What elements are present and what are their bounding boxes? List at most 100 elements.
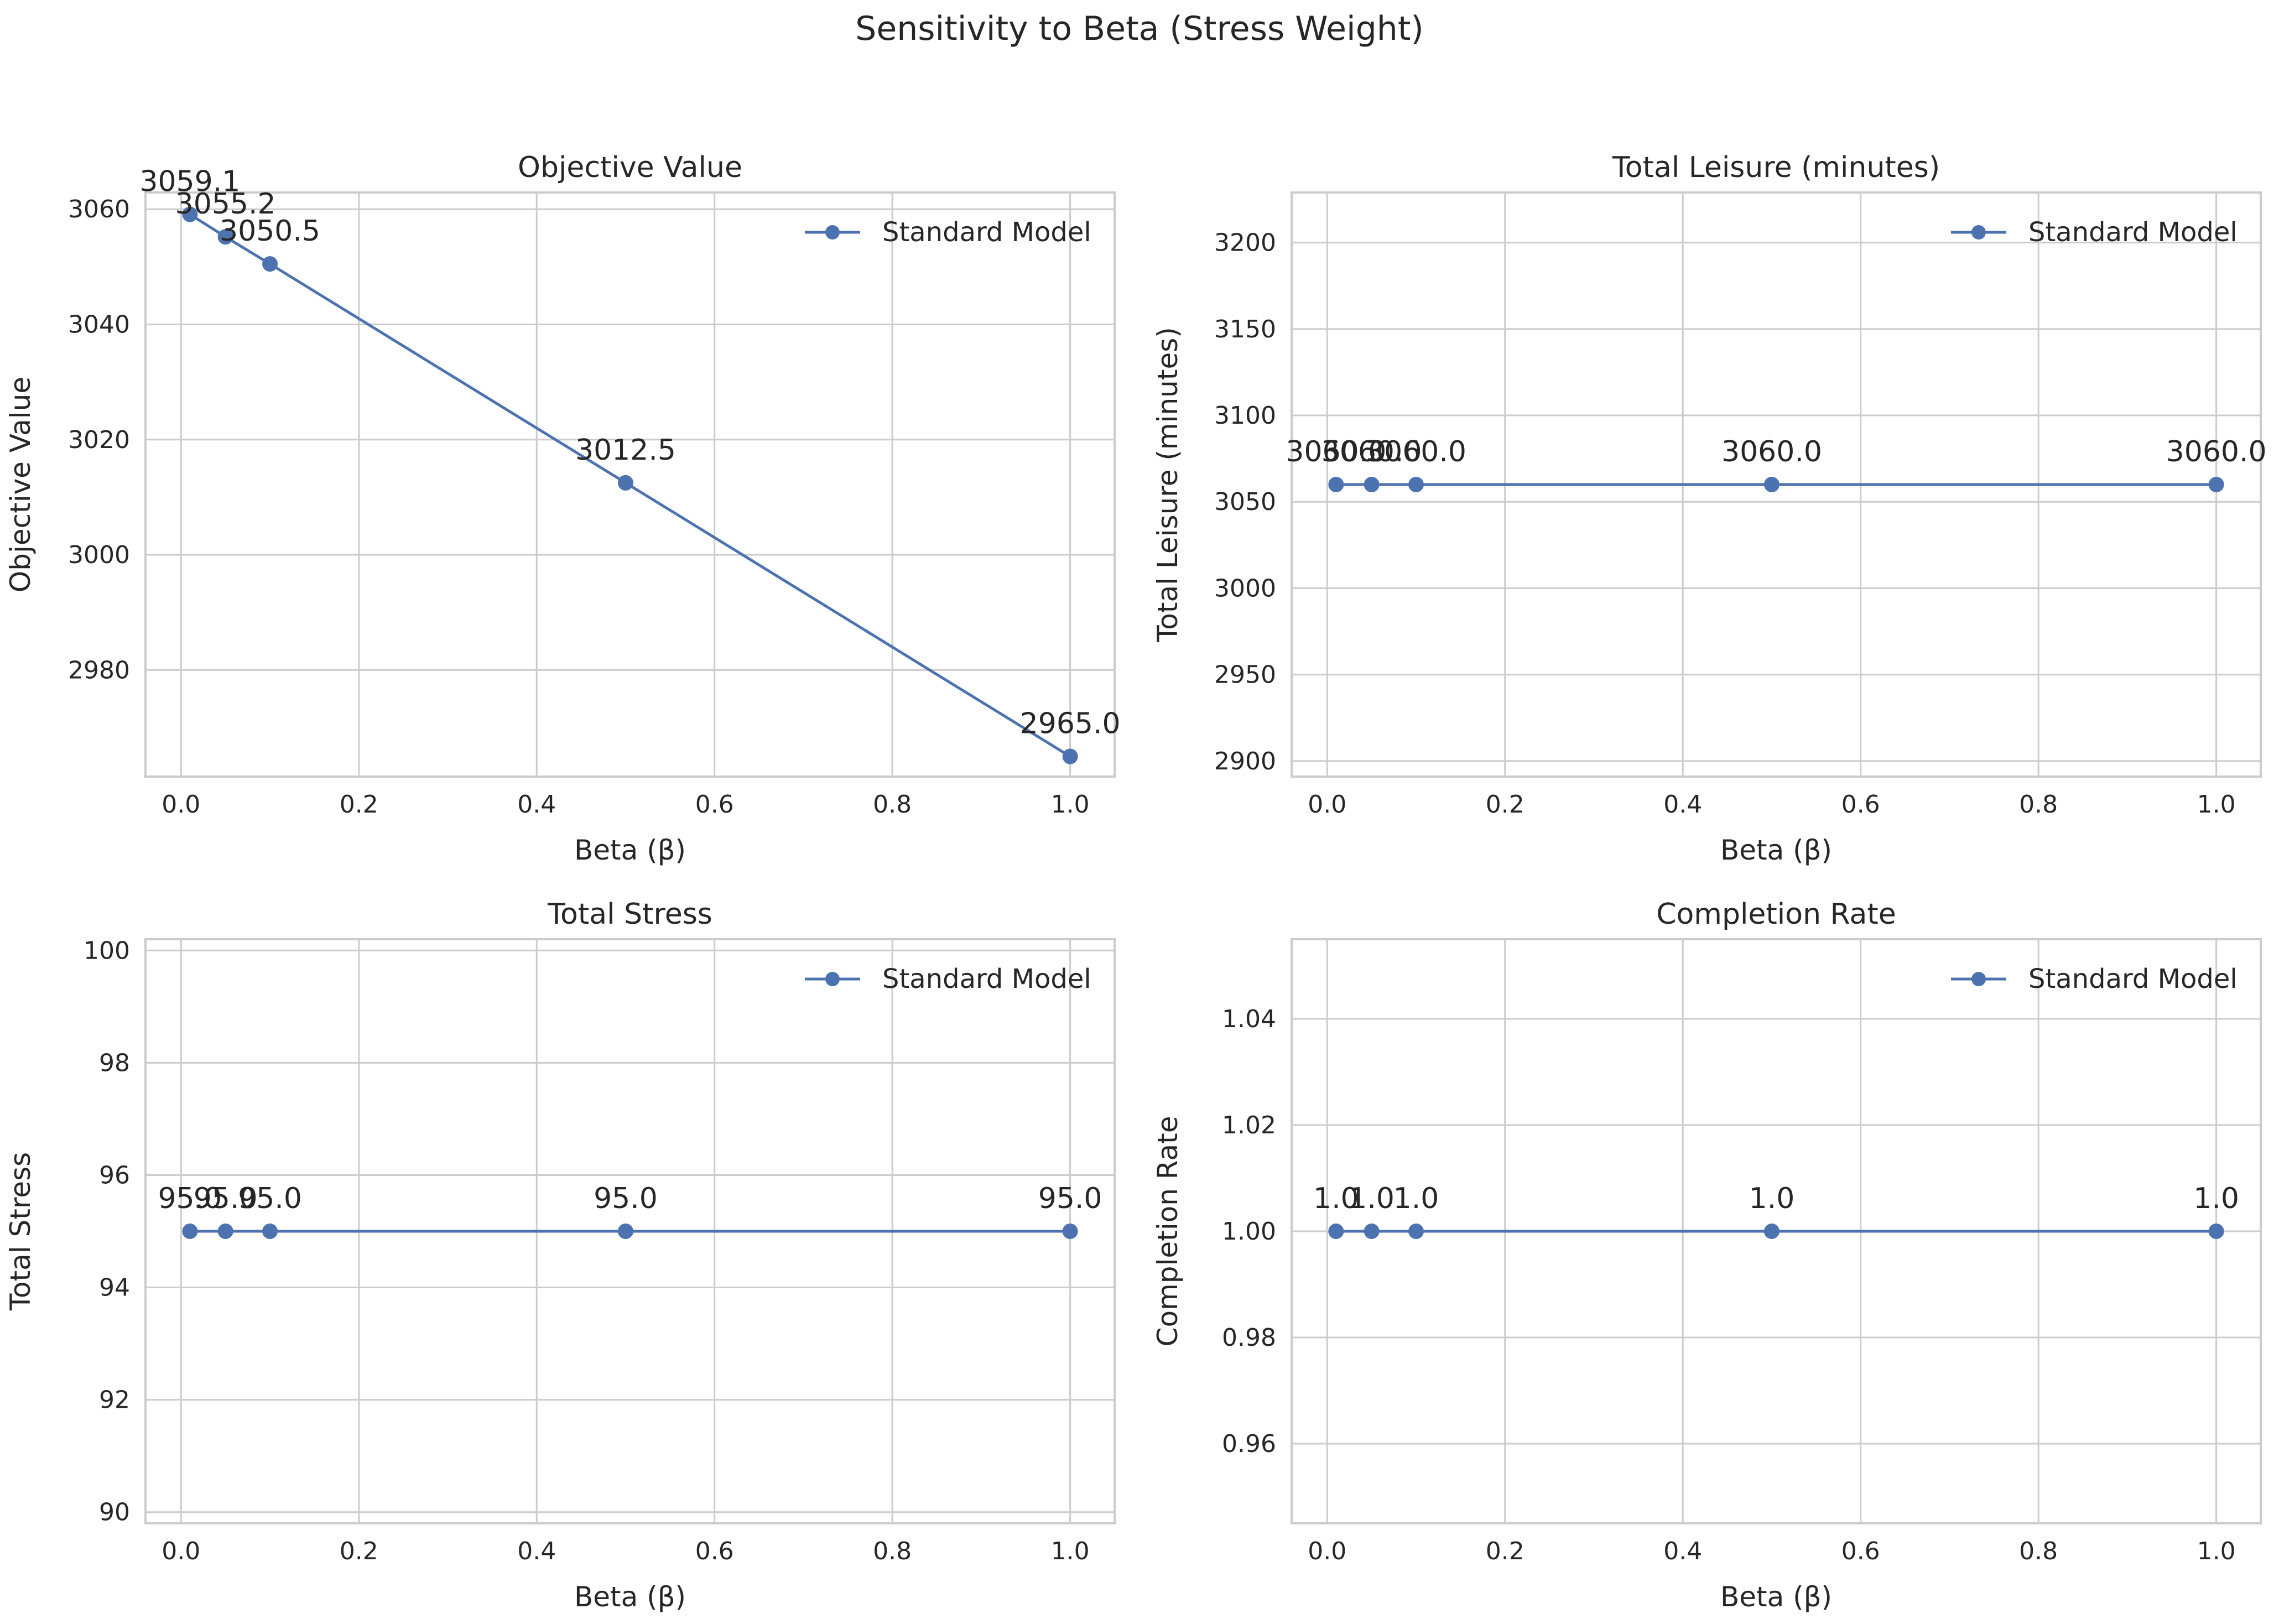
subplot-total-stress: 0.0 0.2 0.4 0.6 0.8 1.0 90 92 94 96 98 100 Total Str… (4, 898, 1116, 1613)
x-tick-label: 0.6 (695, 1537, 734, 1565)
data-point (2208, 477, 2224, 492)
legend: Standard Model (805, 964, 1091, 995)
y-tick-label: 1.00 (1222, 1217, 1276, 1246)
y-tick-label: 2980 (68, 656, 130, 684)
x-axis-label: Beta (β) (1720, 1581, 1832, 1613)
data-label: 3060.0 (2166, 435, 2267, 469)
y-tick-label: 3200 (1214, 229, 1276, 257)
subplots: 0.0 0.2 0.4 0.6 0.8 1.0 2980 3000 3020 3040 3060 Ob… (4, 151, 2267, 1613)
x-axis-label: Beta (β) (1720, 834, 1832, 866)
x-tick-label: 0.6 (1841, 1537, 1880, 1565)
data-point (1763, 477, 1780, 492)
y-tick-label: 98 (99, 1049, 130, 1077)
subplot-title: Total Leisure (minutes) (1612, 151, 1940, 184)
x-tick-label: 0.4 (1663, 790, 1702, 819)
data-point (217, 229, 233, 245)
x-tick-label: 0.0 (1308, 1537, 1346, 1565)
legend-label: Standard Model (882, 964, 1091, 995)
data-point (1062, 748, 1078, 764)
legend-label: Standard Model (882, 217, 1091, 248)
y-tick-label: 96 (99, 1161, 130, 1189)
data-point (2208, 1224, 2224, 1239)
x-tick-label: 0.4 (517, 1537, 556, 1565)
x-tick-label: 0.4 (1663, 1537, 1702, 1565)
subplot-objective-value: 0.0 0.2 0.4 0.6 0.8 1.0 2980 3000 3020 3040 3060 Ob… (4, 151, 1121, 866)
subplot-total-leisure: 0.0 0.2 0.4 0.6 0.8 1.0 2900 2950 3000 3050 3100 31… (1152, 151, 2267, 866)
y-tick-label: 2950 (1214, 661, 1276, 689)
data-label: 1.0 (1349, 1182, 1395, 1215)
axes-frame (1291, 938, 2262, 1524)
data-label: 3050.5 (220, 215, 320, 248)
data-label: 1.0 (1393, 1182, 1439, 1215)
data-label: 3055.2 (175, 188, 276, 221)
data-point (1328, 477, 1344, 492)
legend: Standard Model (1951, 217, 2238, 248)
y-tick-label: 0.96 (1222, 1430, 1276, 1458)
legend-marker (1971, 972, 1986, 986)
data-label: 1.0 (2193, 1182, 2239, 1215)
data-label: 95.0 (194, 1182, 258, 1215)
x-tick-label: 0.0 (162, 790, 200, 819)
x-tick-label: 0.8 (2019, 1537, 2058, 1565)
subplot-completion-rate: 0.0 0.2 0.4 0.6 0.8 1.0 0.96 0.98 1.00 1.02 1.04 Co… (1152, 898, 2262, 1613)
y-tick-label: 3100 (1214, 402, 1276, 430)
y-tick-label: 3000 (68, 541, 130, 569)
legend-label: Standard Model (2028, 964, 2238, 995)
x-tick-label: 1.0 (2197, 1537, 2236, 1565)
data-point (1408, 1224, 1424, 1239)
data-label: 95.0 (238, 1182, 302, 1215)
data-label: 3060.0 (1321, 435, 1422, 469)
data-point (617, 475, 633, 491)
x-tick-label: 0.6 (695, 790, 734, 819)
data-point (1364, 477, 1380, 492)
data-label: 3059.1 (139, 165, 240, 199)
data-point (1364, 1224, 1380, 1239)
y-tick-label: 1.02 (1222, 1111, 1276, 1139)
data-point (617, 1224, 633, 1239)
y-tick-label: 3000 (1214, 574, 1276, 602)
x-tick-label: 1.0 (1051, 1537, 1090, 1565)
y-tick-label: 3050 (1214, 488, 1276, 516)
axes-frame (1291, 191, 2262, 778)
x-axis-label: Beta (β) (574, 834, 686, 866)
x-tick-label: 0.4 (517, 790, 556, 819)
y-axis-label: Objective Value (4, 377, 37, 592)
data-point (262, 1224, 278, 1239)
data-point (182, 206, 198, 222)
x-tick-label: 1.0 (2197, 790, 2236, 819)
x-tick-label: 0.2 (1486, 790, 1524, 819)
subplot-title: Objective Value (518, 151, 742, 184)
data-point (217, 1224, 233, 1239)
data-point (1408, 477, 1424, 492)
y-axis-label: Completion Rate (1152, 1116, 1184, 1347)
x-tick-label: 0.2 (340, 790, 378, 819)
figure-suptitle: Sensitivity to Beta (Stress Weight) (855, 9, 1424, 48)
legend-label: Standard Model (2028, 217, 2238, 248)
data-point (1328, 1224, 1344, 1239)
legend: Standard Model (805, 217, 1091, 248)
subplot-title: Total Stress (547, 898, 712, 931)
data-label: 1.0 (1749, 1182, 1795, 1215)
y-tick-label: 90 (99, 1498, 130, 1527)
data-label: 3012.5 (575, 434, 676, 467)
y-tick-label: 92 (99, 1386, 130, 1414)
data-point (182, 1224, 198, 1239)
y-tick-label: 3040 (68, 310, 130, 339)
x-tick-label: 0.2 (340, 1537, 378, 1565)
y-tick-label: 94 (99, 1274, 130, 1302)
legend-marker (1971, 225, 1986, 240)
x-tick-label: 0.2 (1486, 1537, 1524, 1565)
data-point (1763, 1224, 1780, 1239)
x-tick-label: 0.8 (873, 1537, 912, 1565)
y-tick-label: 1.04 (1222, 1005, 1276, 1033)
data-label: 2965.0 (1020, 707, 1121, 741)
data-label: 95.0 (158, 1182, 222, 1215)
data-label: 95.0 (594, 1182, 658, 1215)
x-axis-label: Beta (β) (574, 1581, 686, 1613)
axes-frame (144, 938, 1116, 1524)
subplot-title: Completion Rate (1656, 898, 1896, 931)
data-point (1062, 1224, 1078, 1239)
x-tick-label: 0.0 (1308, 790, 1346, 819)
x-tick-label: 0.8 (2019, 790, 2058, 819)
